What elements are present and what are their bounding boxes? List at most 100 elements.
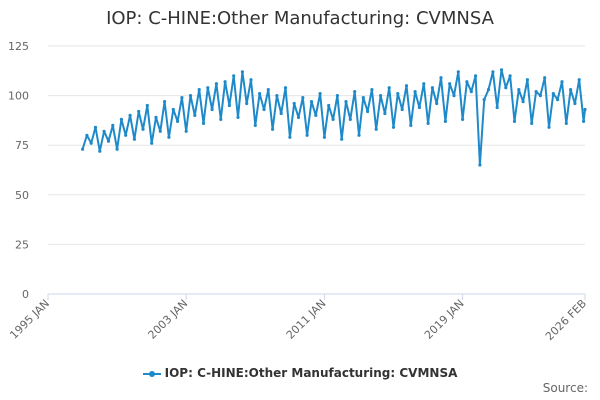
data-point[interactable] — [145, 103, 149, 108]
data-point[interactable] — [448, 82, 452, 86]
data-point[interactable] — [245, 101, 249, 106]
data-point[interactable] — [435, 101, 439, 106]
data-point[interactable] — [253, 123, 257, 127]
data-point[interactable] — [456, 70, 460, 74]
data-point[interactable] — [167, 135, 171, 139]
data-point[interactable] — [461, 117, 465, 121]
data-point[interactable] — [357, 133, 361, 137]
data-point[interactable] — [521, 100, 525, 104]
data-point[interactable] — [413, 90, 417, 94]
data-point[interactable] — [525, 78, 530, 82]
data-point[interactable] — [262, 107, 266, 112]
data-point[interactable] — [193, 113, 197, 117]
data-point[interactable] — [283, 86, 288, 90]
data-point[interactable] — [577, 78, 581, 82]
data-point[interactable] — [111, 123, 115, 127]
data-point[interactable] — [439, 76, 443, 80]
data-point[interactable] — [583, 107, 587, 112]
data-point[interactable] — [538, 94, 543, 98]
data-point[interactable] — [128, 113, 132, 117]
data-point[interactable] — [400, 107, 404, 112]
data-point[interactable] — [573, 101, 577, 106]
data-point[interactable] — [409, 123, 413, 127]
data-point[interactable] — [271, 127, 275, 131]
data-point[interactable] — [201, 121, 206, 125]
data-point[interactable] — [340, 137, 344, 141]
data-point[interactable] — [279, 111, 283, 116]
data-point[interactable] — [206, 86, 210, 90]
data-point[interactable] — [430, 86, 434, 90]
data-point[interactable] — [236, 115, 240, 119]
data-point[interactable] — [469, 90, 473, 94]
data-point[interactable] — [223, 80, 227, 84]
data-point[interactable] — [387, 86, 391, 90]
data-point[interactable] — [404, 84, 409, 88]
data-point[interactable] — [379, 94, 383, 98]
data-point[interactable] — [258, 92, 262, 96]
data-point[interactable] — [495, 105, 499, 110]
data-point[interactable] — [115, 147, 119, 151]
data-point[interactable] — [98, 149, 102, 153]
data-point[interactable] — [180, 96, 184, 100]
data-point[interactable] — [240, 70, 244, 74]
data-point[interactable] — [266, 88, 270, 92]
data-point[interactable] — [171, 107, 175, 112]
data-point[interactable] — [547, 125, 551, 129]
data-point[interactable] — [158, 129, 162, 133]
data-point[interactable] — [383, 111, 387, 116]
data-point[interactable] — [150, 141, 154, 145]
data-point[interactable] — [348, 117, 352, 121]
data-point[interactable] — [517, 88, 521, 92]
data-point[interactable] — [478, 163, 482, 167]
data-point[interactable] — [417, 105, 421, 110]
data-point[interactable] — [452, 94, 456, 98]
data-point[interactable] — [85, 133, 89, 137]
data-point[interactable] — [163, 100, 167, 104]
data-point[interactable] — [564, 121, 568, 125]
data-point[interactable] — [309, 100, 314, 104]
data-point[interactable] — [288, 135, 292, 139]
data-point[interactable] — [491, 70, 495, 74]
data-point[interactable] — [335, 94, 339, 98]
data-point[interactable] — [560, 80, 564, 84]
series-line-0[interactable] — [81, 68, 586, 166]
data-point[interactable] — [344, 100, 348, 104]
data-point[interactable] — [137, 109, 141, 114]
data-point[interactable] — [508, 74, 512, 78]
data-point[interactable] — [482, 98, 486, 102]
data-point[interactable] — [154, 115, 158, 119]
data-point[interactable] — [396, 92, 400, 96]
data-point[interactable] — [391, 125, 396, 129]
data-point[interactable] — [530, 121, 534, 125]
data-point[interactable] — [301, 96, 305, 100]
data-point[interactable] — [102, 129, 106, 133]
data-point[interactable] — [534, 90, 538, 94]
data-point[interactable] — [504, 86, 508, 90]
data-point[interactable] — [232, 74, 236, 78]
data-point[interactable] — [184, 129, 188, 133]
data-point[interactable] — [486, 88, 491, 92]
data-point[interactable] — [443, 119, 447, 123]
data-point[interactable] — [296, 115, 301, 119]
data-point[interactable] — [292, 101, 296, 106]
data-point[interactable] — [374, 127, 378, 131]
data-point[interactable] — [227, 103, 231, 108]
data-point[interactable] — [474, 74, 478, 78]
data-point[interactable] — [331, 117, 335, 121]
data-point[interactable] — [188, 94, 193, 98]
data-point[interactable] — [89, 141, 93, 145]
data-point[interactable] — [124, 133, 128, 137]
data-point[interactable] — [582, 119, 586, 123]
data-point[interactable] — [314, 113, 318, 117]
data-point[interactable] — [361, 96, 365, 100]
data-point[interactable] — [305, 133, 309, 137]
data-point[interactable] — [176, 119, 180, 123]
data-point[interactable] — [210, 107, 214, 112]
data-point[interactable] — [214, 82, 218, 86]
data-point[interactable] — [322, 135, 326, 139]
data-point[interactable] — [275, 94, 279, 98]
data-point[interactable] — [370, 88, 374, 92]
data-point[interactable] — [132, 137, 136, 141]
data-point[interactable] — [141, 127, 145, 131]
data-point[interactable] — [556, 98, 560, 102]
